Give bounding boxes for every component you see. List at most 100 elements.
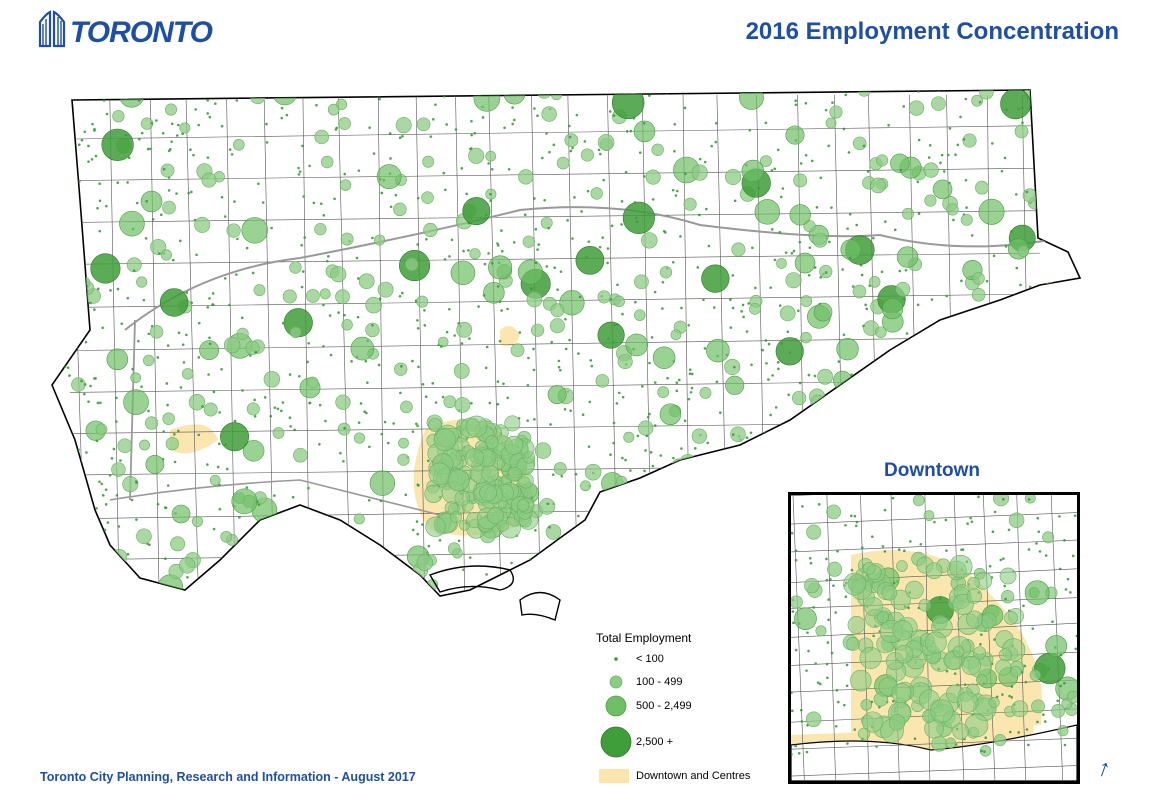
employment-point	[609, 298, 613, 301]
employment-point	[574, 472, 578, 476]
employment-point	[736, 477, 740, 481]
employment-point	[851, 285, 855, 288]
employment-point	[1041, 312, 1045, 315]
employment-point	[618, 391, 621, 395]
employment-point	[611, 340, 615, 344]
employment-point	[864, 303, 867, 307]
employment-point	[903, 549, 906, 553]
employment-point	[525, 576, 529, 580]
employment-point	[145, 199, 149, 203]
employment-point	[855, 223, 859, 227]
employment-point	[144, 237, 148, 240]
employment-point	[853, 728, 857, 731]
employment-point	[434, 401, 438, 404]
employment-point	[1063, 681, 1066, 685]
employment-point	[179, 557, 196, 574]
employment-point	[216, 580, 219, 583]
toronto-logo: TORONTO	[38, 8, 213, 48]
employment-point	[773, 258, 777, 262]
employment-point	[842, 127, 846, 131]
employment-point	[211, 303, 214, 306]
employment-point	[1021, 121, 1024, 124]
employment-point	[918, 396, 922, 400]
employment-point	[307, 486, 310, 490]
employment-point	[1021, 420, 1025, 424]
employment-point	[161, 131, 165, 135]
employment-point	[282, 545, 294, 558]
employment-point	[1049, 200, 1053, 204]
road	[791, 512, 1077, 525]
employment-point	[454, 397, 471, 413]
employment-point	[53, 326, 78, 350]
employment-point	[652, 346, 676, 369]
employment-point	[941, 432, 945, 436]
employment-point	[468, 556, 472, 559]
legend-label: Downtown and Centres	[636, 770, 751, 782]
employment-point	[93, 308, 96, 311]
employment-point	[190, 301, 193, 305]
employment-point	[77, 143, 81, 147]
employment-point	[861, 460, 865, 463]
employment-point	[991, 142, 994, 145]
employment-point	[757, 495, 788, 527]
employment-point	[350, 336, 375, 361]
employment-point	[905, 580, 924, 600]
employment-point	[1017, 245, 1030, 257]
employment-point	[693, 498, 696, 502]
employment-point	[93, 127, 96, 131]
employment-point	[247, 540, 274, 568]
employment-point	[577, 352, 580, 355]
employment-point	[395, 117, 412, 134]
employment-point	[605, 561, 608, 565]
employment-point	[915, 336, 918, 340]
employment-point	[317, 535, 337, 555]
employment-point	[137, 99, 141, 102]
employment-point	[540, 216, 553, 229]
employment-point	[948, 127, 952, 130]
employment-point	[485, 150, 497, 162]
employment-point	[64, 215, 67, 218]
employment-point	[136, 276, 148, 288]
employment-point	[931, 96, 946, 111]
employment-point	[270, 226, 273, 230]
employment-point	[1036, 135, 1040, 139]
employment-point	[160, 163, 175, 178]
employment-point	[587, 445, 591, 448]
legend-symbol	[600, 726, 632, 758]
employment-point	[335, 126, 338, 130]
employment-point	[276, 407, 280, 411]
employment-point	[1045, 635, 1068, 657]
employment-point	[1028, 285, 1032, 289]
employment-point	[683, 197, 697, 211]
employment-point	[954, 153, 957, 157]
employment-point	[115, 420, 118, 423]
employment-point	[288, 416, 292, 420]
employment-point	[365, 296, 382, 314]
employment-point	[119, 210, 145, 237]
employment-point	[423, 309, 426, 312]
employment-point	[852, 284, 867, 299]
employment-point	[1069, 591, 1072, 594]
employment-point	[601, 236, 604, 239]
employment-point	[724, 168, 742, 185]
employment-point	[534, 261, 538, 265]
employment-point	[537, 243, 540, 246]
employment-point	[99, 401, 102, 405]
employment-point	[972, 272, 985, 285]
employment-point	[946, 484, 950, 487]
employment-point	[367, 585, 371, 588]
employment-point	[774, 406, 778, 409]
employment-point	[214, 102, 217, 105]
employment-point	[623, 431, 635, 443]
employment-point	[110, 457, 114, 460]
employment-point	[762, 560, 765, 564]
employment-point	[590, 364, 594, 368]
employment-point	[55, 289, 59, 293]
employment-point	[265, 571, 269, 575]
employment-point	[330, 555, 334, 559]
employment-point	[187, 191, 190, 195]
employment-point	[1001, 386, 1005, 390]
employment-point	[905, 332, 909, 335]
employment-point	[791, 595, 803, 609]
employment-point	[130, 498, 134, 502]
